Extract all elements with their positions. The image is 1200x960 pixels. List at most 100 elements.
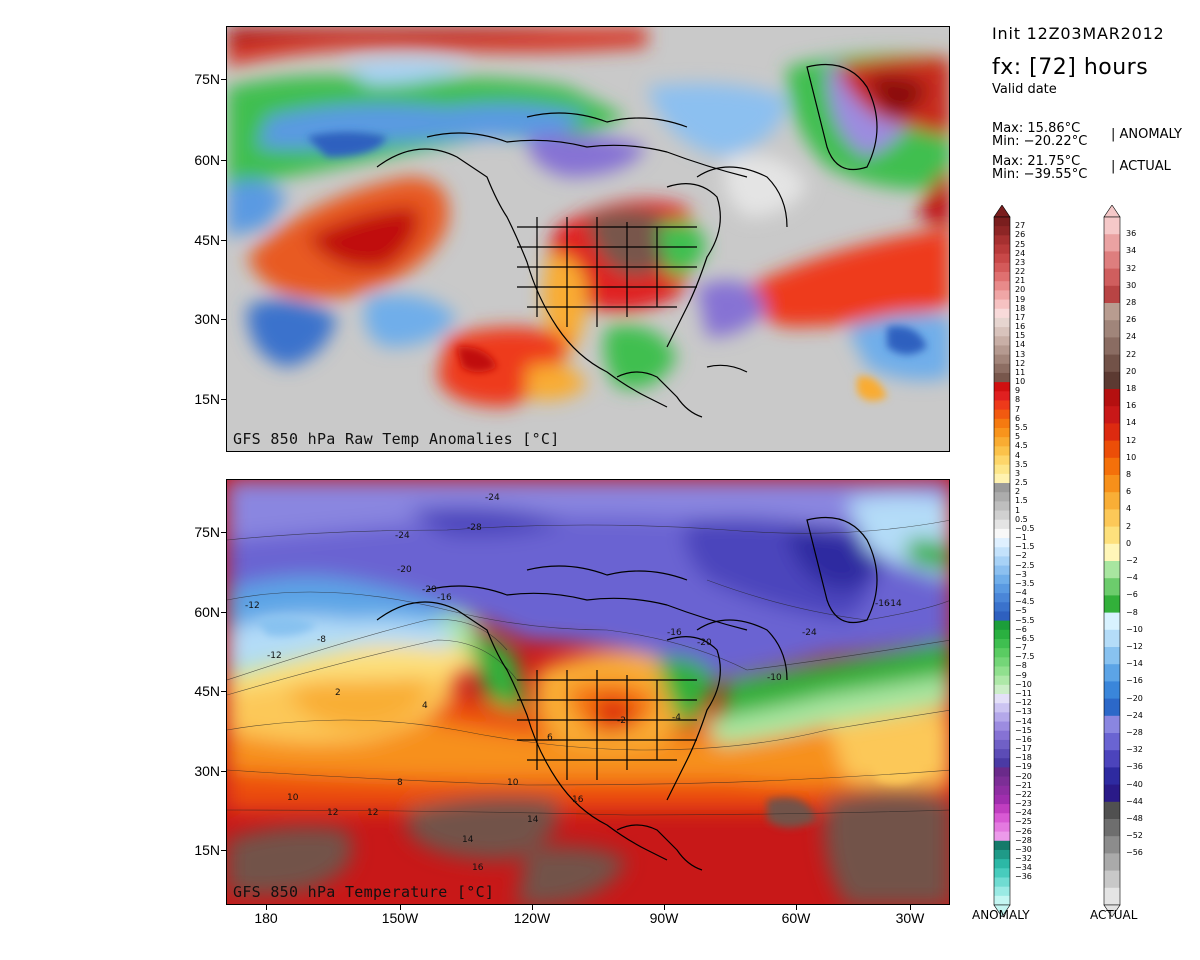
actual-colorbar-swatch xyxy=(1104,440,1120,459)
anomaly-colorbar-label: 14 xyxy=(1015,340,1026,350)
lon-label: 150W xyxy=(381,910,419,926)
anomaly-colorbar-label: −9 xyxy=(1015,670,1027,680)
actual-colorbar-swatch xyxy=(1104,320,1120,338)
anomaly-colorbar-swatch xyxy=(994,272,1010,282)
actual-colorbar-label: 6 xyxy=(1126,487,1132,497)
contour-value-label: -16 xyxy=(437,593,452,603)
actual-colorbar-swatch xyxy=(1104,303,1120,321)
anomaly-max-label: Max: 15.86°C xyxy=(992,121,1081,136)
actual-colorbar-label: 14 xyxy=(1126,418,1137,428)
actual-colorbar-label: −16 xyxy=(1126,676,1143,686)
anomaly-colorbar-swatch xyxy=(994,217,1010,227)
anomaly-colorbar-swatch xyxy=(994,849,1010,860)
actual-colorbar-label: 26 xyxy=(1126,315,1137,325)
actual-colorbar-swatch xyxy=(1104,612,1120,631)
contour-value-label: -10 xyxy=(767,673,782,683)
actual-colorbar-swatch xyxy=(1104,354,1120,373)
anomaly-colorbar-swatch xyxy=(994,868,1010,878)
anomaly-colorbar-label: −20 xyxy=(1015,771,1032,781)
anomaly-colorbar-label: −24 xyxy=(1015,808,1032,818)
anomaly-colorbar-label: −10 xyxy=(1015,679,1032,689)
anomaly-colorbar-swatch xyxy=(994,611,1010,622)
anomaly-colorbar-label: −5 xyxy=(1015,606,1027,616)
anomaly-colorbar-swatch xyxy=(994,299,1010,310)
anomaly-colorbar-swatch xyxy=(994,859,1010,869)
actual-lat-tick xyxy=(221,532,227,533)
anomaly-colorbar-swatch xyxy=(994,455,1010,466)
anomaly-colorbar-swatch xyxy=(994,437,1010,447)
anomaly-colorbar-label: −25 xyxy=(1015,817,1032,827)
actual-colorbar-swatch xyxy=(1104,664,1120,682)
anomaly-colorbar-label: −7.5 xyxy=(1015,652,1035,662)
actual-colorbar-label: 8 xyxy=(1126,470,1132,479)
contour-overlay xyxy=(227,520,949,816)
contour-value-label: 14 xyxy=(527,815,539,825)
contour-value-label: 6 xyxy=(547,733,553,743)
actual-lat-label: 75N xyxy=(194,524,220,540)
actual-colorbar-label: 0 xyxy=(1126,538,1132,548)
actual-colorbar-swatch xyxy=(1104,475,1120,493)
actual-colorbar-label: 16 xyxy=(1126,401,1137,411)
actual-colorbar-swatch xyxy=(1104,457,1120,476)
actual-colorbar-label: −40 xyxy=(1126,779,1143,789)
anomaly-colorbar-label: −30 xyxy=(1015,844,1032,854)
anomaly-lat-label: 60N xyxy=(194,152,220,168)
anomaly-colorbar-label: −18 xyxy=(1015,753,1032,763)
actual-colorbar-swatch xyxy=(1104,543,1120,562)
actual-tag-label: | ACTUAL xyxy=(1111,159,1171,174)
anomaly-colorbar-label: 5.5 xyxy=(1015,422,1028,432)
contour-value-label: 10 xyxy=(507,778,519,788)
actual-colorbar-top-arrow xyxy=(1103,205,1121,218)
anomaly-colorbar-swatch xyxy=(994,226,1010,236)
anomaly-colorbar-swatch xyxy=(994,583,1010,594)
actual-colorbar-swatch xyxy=(1104,371,1120,390)
anomaly-colorbar-label: 16 xyxy=(1015,322,1026,332)
anomaly-colorbar-swatch xyxy=(994,317,1010,328)
contour-value-label: -28 xyxy=(467,523,482,533)
actual-colorbar-swatch xyxy=(1104,251,1120,269)
forecast-hours-label: fx: [72] hours xyxy=(992,55,1149,80)
anomaly-colorbar-swatch xyxy=(994,501,1010,511)
anomaly-colorbar-swatch xyxy=(994,473,1010,484)
anomaly-colorbar-swatch xyxy=(994,666,1010,677)
actual-colorbar-label: −6 xyxy=(1126,590,1138,600)
anomaly-colorbar-label: 24 xyxy=(1015,248,1026,258)
actual-colorbar-swatch xyxy=(1104,578,1120,596)
anomaly-colorbar-label: −3.5 xyxy=(1015,578,1035,588)
contour-value-label: 16 xyxy=(472,863,484,873)
anomaly-colorbar-label: 4.5 xyxy=(1015,441,1028,451)
anomaly-colorbar-swatch xyxy=(994,840,1010,851)
anomaly-colorbar xyxy=(993,205,1011,917)
actual-colorbar-label: −56 xyxy=(1126,848,1143,858)
anomaly-colorbar-label: −4.5 xyxy=(1015,597,1035,607)
anomaly-colorbar-swatch xyxy=(994,290,1010,300)
anomaly-colorbar-swatch xyxy=(994,363,1010,374)
anomaly-colorbar-label: −36 xyxy=(1015,872,1032,882)
actual-colorbar-label: −52 xyxy=(1126,831,1143,841)
anomaly-colorbar-label: 5 xyxy=(1015,432,1021,442)
anomaly-colorbar-label: 18 xyxy=(1015,303,1026,313)
actual-colorbar-label: 20 xyxy=(1126,366,1137,376)
actual-min-label: Min: −39.55°C xyxy=(992,167,1088,182)
anomaly-colorbar-swatch xyxy=(994,565,1010,576)
anomaly-tag-label: | ANOMALY xyxy=(1111,127,1182,142)
contour-value-label: -20 xyxy=(422,585,437,595)
actual-colorbar-label: −20 xyxy=(1126,693,1143,703)
actual-lat-label: 45N xyxy=(194,683,220,699)
anomaly-colorbar-label: 6 xyxy=(1015,413,1021,423)
contour-labels: -24-28-24-20-16-20-12-12-8-16-20-24-16-1… xyxy=(245,493,902,873)
anomaly-panel-title: GFS 850 hPa Raw Temp Anomalies [°C] xyxy=(233,430,560,448)
coastline-overlay xyxy=(376,63,878,418)
anomaly-colorbar-label: −5.5 xyxy=(1015,615,1035,625)
actual-colorbar-swatch xyxy=(1104,406,1120,424)
anomaly-colorbar-swatch xyxy=(994,776,1010,787)
anomaly-colorbar-swatch xyxy=(994,574,1010,585)
actual-colorbar-swatch xyxy=(1104,698,1120,717)
actual-colorbar-label: 18 xyxy=(1126,384,1137,393)
actual-colorbar-swatch xyxy=(1104,595,1120,613)
anomaly-colorbar-swatch xyxy=(994,657,1010,667)
contour-value-label: -14 xyxy=(887,599,902,609)
anomaly-colorbar-swatch xyxy=(994,758,1010,768)
lon-tick xyxy=(796,904,797,910)
anomaly-colorbar-label: −17 xyxy=(1015,744,1032,754)
